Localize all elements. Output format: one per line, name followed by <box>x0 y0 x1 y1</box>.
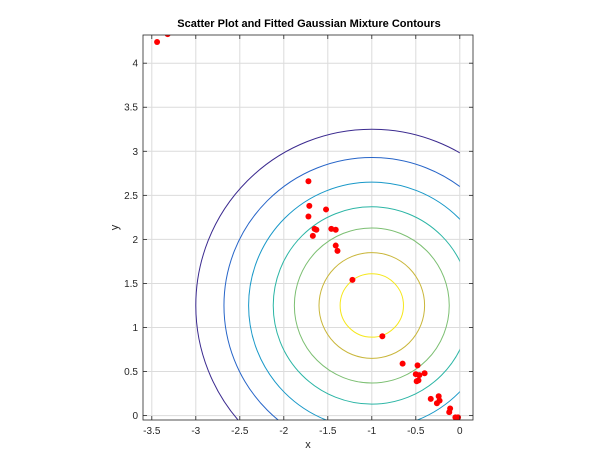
contour-level <box>272 206 460 405</box>
data-point <box>416 372 423 379</box>
gaussian-contours <box>195 128 460 420</box>
data-point <box>334 247 341 254</box>
contour-level <box>293 227 450 384</box>
y-tick-label: 2 <box>132 235 138 246</box>
data-point <box>332 242 339 249</box>
data-point <box>413 378 420 385</box>
data-point <box>154 39 161 46</box>
data-point <box>399 360 406 367</box>
contour-level <box>195 128 460 420</box>
x-tick-label: -2 <box>279 426 288 437</box>
data-point <box>421 370 428 377</box>
y-tick-label: 2.5 <box>124 191 138 202</box>
data-point <box>164 35 171 38</box>
x-axis-label: x <box>305 439 311 451</box>
x-tick-label: -0.5 <box>407 426 425 437</box>
data-point <box>379 333 386 340</box>
y-axis-label: y <box>109 224 121 230</box>
contour-level <box>339 273 404 338</box>
data-point <box>305 213 312 220</box>
data-point <box>305 178 312 185</box>
y-tick-label: 1 <box>132 323 138 334</box>
data-point <box>414 362 421 369</box>
x-tick-label: -1.5 <box>319 426 337 437</box>
grid-lines <box>143 35 473 420</box>
x-tick-label: 0 <box>457 426 463 437</box>
data-point <box>447 405 454 412</box>
data-point <box>349 276 356 283</box>
data-point <box>306 202 313 209</box>
x-tick-label: -3 <box>191 426 200 437</box>
data-point <box>436 397 443 404</box>
y-tick-label: 3.5 <box>124 103 138 114</box>
y-tick-label: 1.5 <box>124 279 138 290</box>
data-point <box>323 206 330 213</box>
y-tick-label: 0 <box>132 411 138 422</box>
axis-ticks: -3.5 -3 -2.5 -2 -1.5 -1 -0.5 0 0 0.5 1 1.5 2 2.5 3 3.5 4 <box>124 35 473 437</box>
data-point <box>313 226 320 233</box>
contour-level <box>223 157 460 420</box>
x-tick-label: -1 <box>367 426 376 437</box>
data-point <box>309 232 316 239</box>
contour-level <box>318 252 426 359</box>
scatter-points <box>154 35 462 420</box>
y-tick-label: 0.5 <box>124 367 138 378</box>
data-point <box>427 395 434 402</box>
x-tick-label: -2.5 <box>231 426 249 437</box>
data-point <box>332 226 339 233</box>
y-tick-label: 4 <box>132 59 138 70</box>
x-tick-label: -3.5 <box>143 426 161 437</box>
chart-title: Scatter Plot and Fitted Gaussian Mixture… <box>177 18 440 30</box>
plot-area-frame <box>142 34 474 421</box>
contour-level <box>248 181 460 420</box>
y-tick-label: 3 <box>132 147 138 158</box>
